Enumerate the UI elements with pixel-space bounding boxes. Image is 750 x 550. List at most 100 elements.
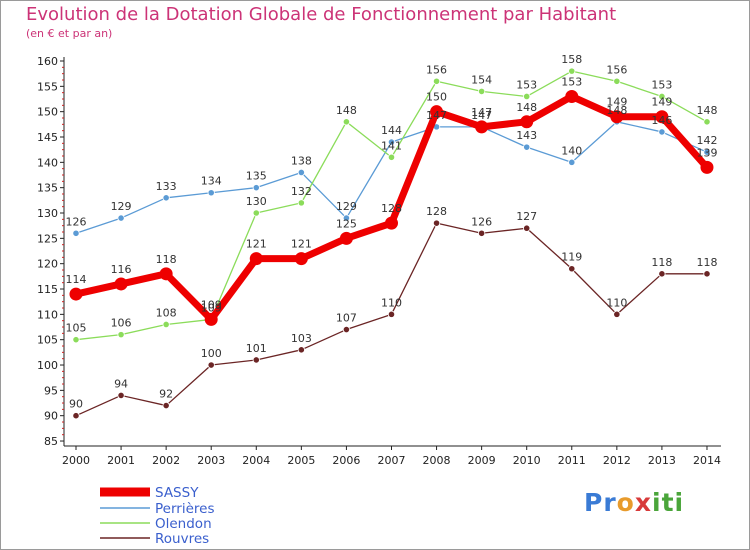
data-point xyxy=(613,310,621,318)
logo-letter: i xyxy=(674,488,685,517)
x-tick-label: 2003 xyxy=(197,454,225,467)
data-label: 90 xyxy=(69,398,83,411)
x-tick-label: 2007 xyxy=(377,454,405,467)
data-label: 118 xyxy=(696,256,717,269)
x-tick-label: 2012 xyxy=(603,454,631,467)
data-point xyxy=(252,184,260,192)
data-label: 133 xyxy=(156,180,177,193)
data-point xyxy=(655,110,669,124)
data-label: 138 xyxy=(291,154,312,167)
x-tick-label: 2005 xyxy=(287,454,315,467)
data-label: 147 xyxy=(471,109,492,122)
data-point xyxy=(204,312,218,326)
data-label: 153 xyxy=(561,75,582,88)
logo-letter: i xyxy=(652,488,662,517)
data-label: 114 xyxy=(66,273,87,286)
logo-letter: t xyxy=(661,488,675,517)
y-tick-label: 160 xyxy=(37,55,58,68)
data-point xyxy=(72,412,80,420)
y-tick-label: 130 xyxy=(37,207,58,220)
x-tick-label: 2002 xyxy=(152,454,180,467)
axes: 85 90 95 100 105 110 115 120 125 130 135 140 145 150 1… xyxy=(37,55,721,467)
data-label: 126 xyxy=(471,215,492,228)
data-point xyxy=(613,77,621,85)
data-label: 129 xyxy=(111,200,132,213)
data-label: 110 xyxy=(381,296,402,309)
data-point xyxy=(387,310,396,318)
data-label: 135 xyxy=(246,170,267,183)
data-point xyxy=(523,224,531,232)
data-point xyxy=(658,128,666,136)
data-label: 148 xyxy=(336,104,357,117)
y-tick-label: 155 xyxy=(37,80,58,93)
data-point xyxy=(117,331,125,339)
data-point xyxy=(384,216,398,230)
x-tick-label: 2008 xyxy=(423,454,451,467)
y-tick-label: 105 xyxy=(37,334,58,347)
data-point xyxy=(703,118,711,126)
data-point xyxy=(339,231,353,245)
data-point xyxy=(249,252,263,266)
data-label: 128 xyxy=(381,202,402,215)
data-label: 132 xyxy=(291,185,312,198)
data-label: 94 xyxy=(114,377,128,390)
data-point xyxy=(72,229,80,237)
data-label: 119 xyxy=(561,251,582,264)
data-point xyxy=(475,120,489,134)
y-tick-label: 145 xyxy=(37,131,58,144)
data-point xyxy=(432,77,441,85)
y-tick-label: 115 xyxy=(37,283,58,296)
y-tick-label: 135 xyxy=(37,182,58,195)
data-point xyxy=(523,92,531,101)
data-point xyxy=(252,209,260,217)
data-label: 149 xyxy=(606,96,627,109)
logo-letter: r xyxy=(603,488,617,517)
chart-title: Evolution de la Dotation Globale de Fonc… xyxy=(26,4,617,25)
data-label: 121 xyxy=(246,238,267,251)
y-tick-label: 85 xyxy=(44,435,58,448)
data-label: 101 xyxy=(246,342,267,355)
data-label: 106 xyxy=(111,317,132,330)
data-label: 156 xyxy=(426,63,447,76)
y-tick-label: 150 xyxy=(37,106,58,119)
data-point xyxy=(117,214,125,222)
legend-label: SASSY xyxy=(155,485,199,501)
data-label: 127 xyxy=(516,210,537,223)
x-tick-label: 2010 xyxy=(513,454,541,467)
data-label: 158 xyxy=(561,53,582,66)
data-point xyxy=(565,89,579,103)
data-label: 109 xyxy=(201,298,222,311)
data-point xyxy=(297,199,305,207)
y-tick-label: 125 xyxy=(37,232,58,245)
data-point xyxy=(297,346,305,354)
data-point xyxy=(523,143,531,151)
data-label: 126 xyxy=(66,215,87,228)
data-point xyxy=(207,189,215,197)
x-tick-label: 2004 xyxy=(242,454,270,467)
data-point xyxy=(159,267,173,281)
data-label: 140 xyxy=(561,144,582,157)
data-label: 110 xyxy=(606,296,627,309)
data-label: 146 xyxy=(651,114,672,127)
data-point xyxy=(658,92,666,101)
data-label: 144 xyxy=(381,124,402,137)
proxiti-logo: Proxiti xyxy=(584,488,684,517)
data-point xyxy=(342,325,351,334)
data-point xyxy=(703,270,711,278)
y-tick-label: 90 xyxy=(44,410,58,423)
y-tick-label: 140 xyxy=(37,156,58,169)
x-tick-label: 2001 xyxy=(107,454,135,467)
data-point xyxy=(387,153,396,161)
data-point xyxy=(478,229,486,237)
series-layer xyxy=(69,67,714,420)
legend-label: Perrières xyxy=(155,501,214,517)
x-tick-label: 2009 xyxy=(468,454,496,467)
data-point xyxy=(162,320,170,329)
data-point xyxy=(520,115,534,129)
logo-letter: x xyxy=(634,488,652,517)
data-point xyxy=(703,148,711,156)
data-label: 92 xyxy=(159,388,173,401)
data-point xyxy=(478,87,486,96)
y-tick-label: 95 xyxy=(44,384,58,397)
